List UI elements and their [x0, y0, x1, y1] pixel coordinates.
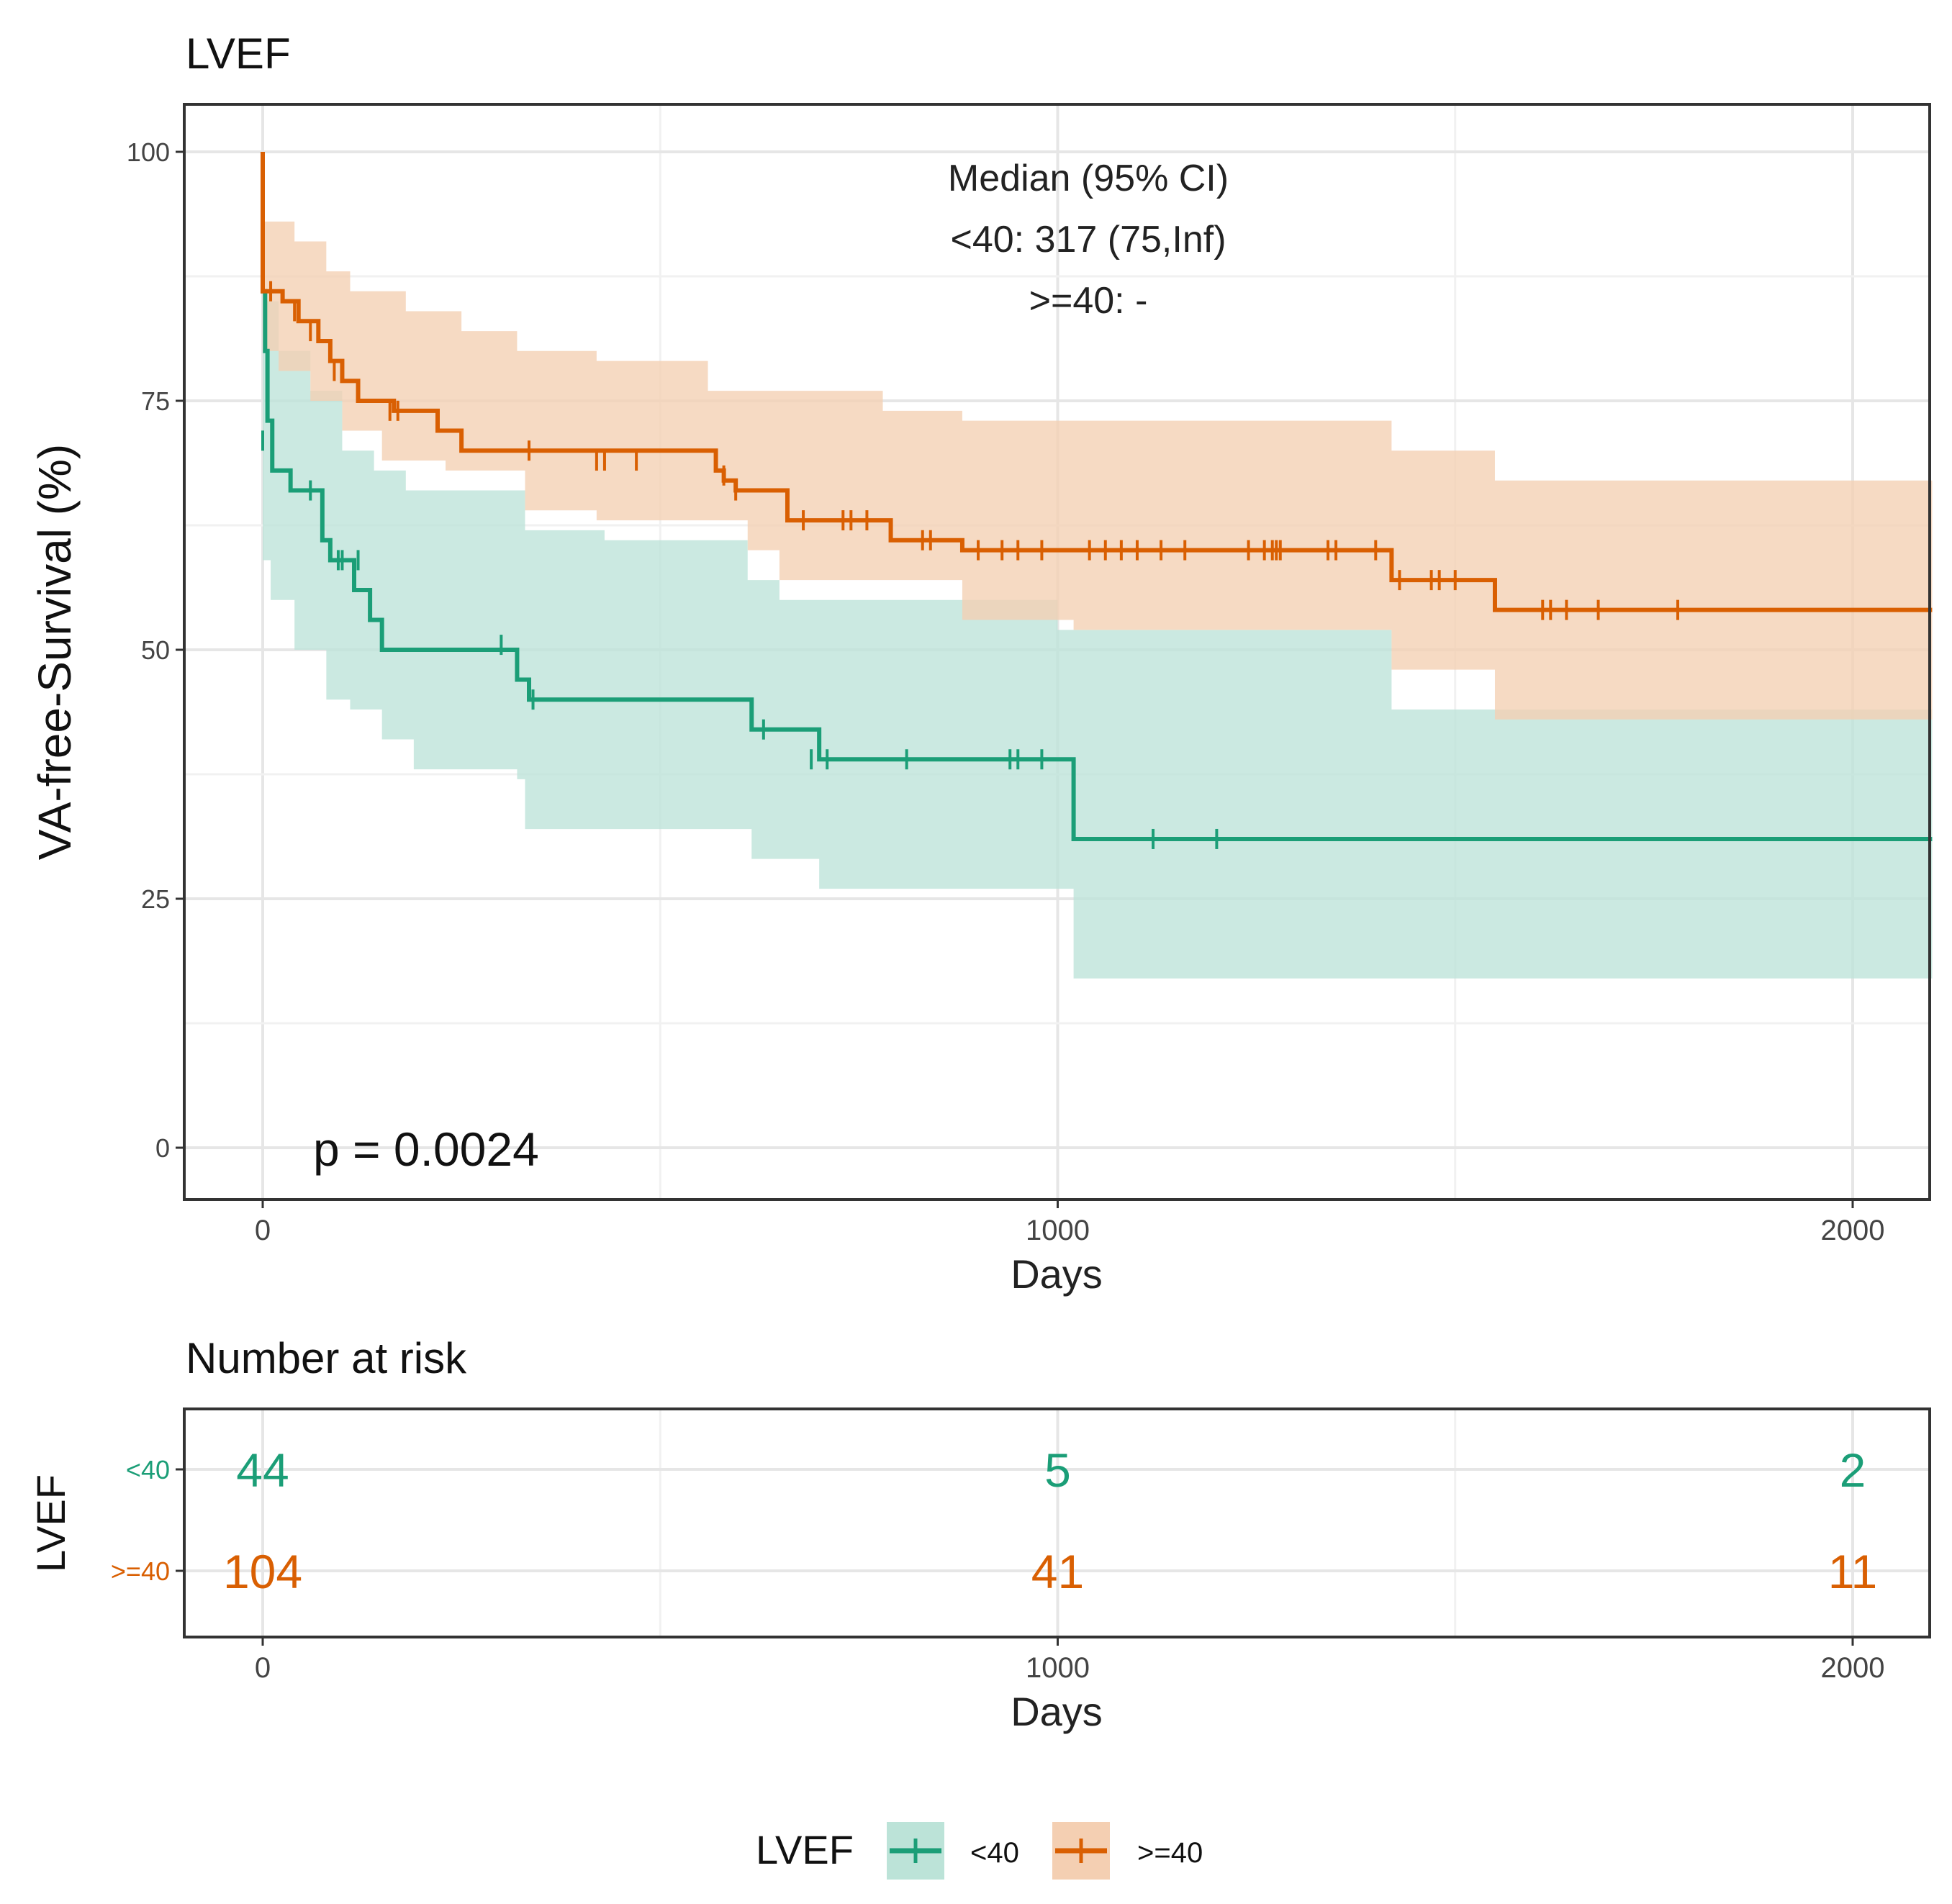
p-value: p = 0.0024: [313, 1123, 539, 1176]
y-tick-label: 50: [141, 635, 170, 665]
risk-cell-ge40: 11: [1828, 1545, 1878, 1598]
y-tick-label: 0: [155, 1133, 170, 1163]
legend-label-ge40: >=40: [1137, 1837, 1203, 1869]
median-lt40: <40: 317 (75,Inf): [950, 219, 1226, 260]
y-tick-label: 100: [127, 137, 170, 167]
legend-label-lt40: <40: [970, 1837, 1019, 1869]
x-tick-label: 2000: [1821, 1215, 1885, 1246]
risk-cell-ge40: 41: [1031, 1545, 1084, 1598]
legend-key-ge40: >=40: [1052, 1822, 1203, 1880]
censor-marks: [261, 281, 1680, 849]
risk-row-label-lt40: <40: [126, 1455, 170, 1484]
risk-cell-ge40: 104: [223, 1545, 302, 1598]
risk-table-cells: 44 5 2 104 41 11: [223, 1443, 1877, 1598]
legend-title: LVEF: [756, 1827, 854, 1872]
risk-cell-lt40: 2: [1840, 1443, 1866, 1497]
x-tick-label: 0: [255, 1215, 271, 1246]
median-ge40: >=40: -: [1029, 280, 1148, 322]
y-tick-label: 25: [141, 884, 170, 914]
risk-x-tick-label: 2000: [1821, 1652, 1885, 1684]
plot-title: LVEF: [186, 30, 291, 78]
risk-x-tick-label: 1000: [1026, 1652, 1090, 1684]
survival-curve-ge40: [261, 152, 1933, 612]
risk-table-grid: [184, 1409, 1930, 1637]
risk-x-tick-label: 0: [255, 1652, 271, 1684]
risk-table-title: Number at risk: [186, 1334, 467, 1382]
risk-x-axis-label: Days: [1011, 1689, 1103, 1734]
median-header: Median (95% CI): [948, 158, 1229, 199]
ci-band-lt40: [263, 152, 1933, 979]
y-tick-label: 75: [141, 386, 170, 416]
legend: LVEF <40 >=40: [756, 1822, 1203, 1880]
x-axis-label: Days: [1011, 1251, 1103, 1297]
risk-row-label-ge40: >=40: [111, 1556, 170, 1586]
survival-curve-lt40: [261, 152, 1933, 841]
ci-band-ge40: [263, 152, 1933, 720]
survival-curves: [261, 152, 1933, 841]
x-tick-label: 1000: [1026, 1215, 1090, 1246]
risk-table-y-label: LVEF: [28, 1474, 73, 1572]
risk-cell-lt40: 44: [236, 1443, 289, 1497]
risk-cell-lt40: 5: [1044, 1443, 1071, 1497]
risk-table-ticks: <40 >=40 0 1000 2000: [111, 1455, 1885, 1684]
confidence-bands: [263, 152, 1933, 979]
y-axis-label: VA-free-Survival (%): [29, 444, 81, 860]
legend-key-lt40: <40: [887, 1822, 1019, 1880]
